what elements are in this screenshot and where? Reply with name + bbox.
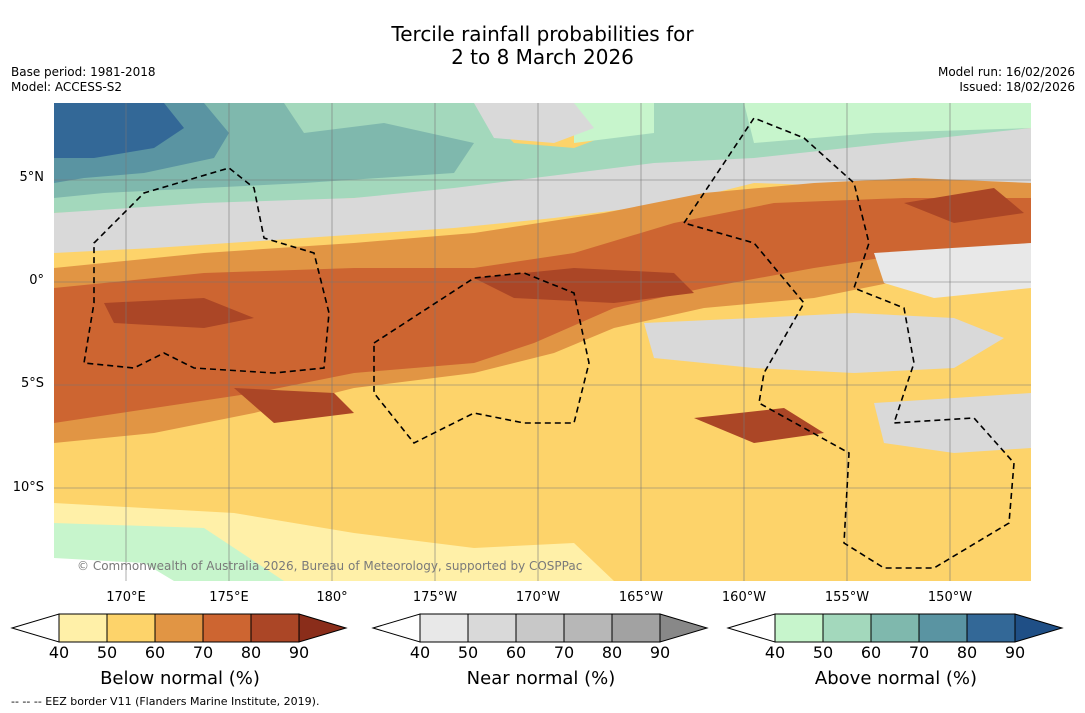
colorbar-near-normal-swatches <box>371 613 709 643</box>
colorbar-below-normal-tick-70: 70 <box>192 643 214 662</box>
near-normal-east-patch <box>644 313 1004 373</box>
lon-label-170w: 170°W <box>515 590 561 605</box>
meta-left: Base period: 1981-2018 Model: ACCESS-S2 <box>11 65 156 95</box>
colorbar-above-normal-min-cap <box>726 613 776 643</box>
graticule <box>54 103 1031 581</box>
colorbar-near-normal-cell-60 <box>515 613 565 643</box>
colorbar-above-normal: 40 50 60 70 80 90 Above normal (%) <box>726 612 1066 692</box>
colorbar-below-normal-label: Below normal (%) <box>100 668 260 689</box>
colorbar-below-normal-tick-60: 60 <box>144 643 166 662</box>
colorbar-below-normal-cell-80 <box>250 613 300 643</box>
lon-label-170e: 170°E <box>106 590 146 605</box>
colorbar-near-normal-tick-40: 40 <box>409 643 431 662</box>
colorbar-above-normal-cell-80 <box>966 613 1016 643</box>
lat-label-5n: 5°N <box>19 170 45 185</box>
colorbar-below-normal-max-cap <box>298 613 348 643</box>
colorbar-below-normal-cell-40 <box>58 613 108 643</box>
below-normal-80-patch-5 <box>694 408 824 443</box>
colorbar-near-normal-tick-60: 60 <box>505 643 527 662</box>
colorbar-above-normal-cell-50 <box>822 613 872 643</box>
colorbar-above-normal-tick-40: 40 <box>764 643 786 662</box>
lon-label-165w: 165°W <box>618 590 664 605</box>
colorbar-below-normal-swatches <box>10 613 348 643</box>
colorbar-above-normal-max-cap <box>1014 613 1064 643</box>
colorbar-above-normal-tick-90: 90 <box>1004 643 1026 662</box>
base-period-text: Base period: 1981-2018 <box>11 65 156 79</box>
colorbar-above-normal-label: Above normal (%) <box>814 668 978 689</box>
colorbar-above-normal-tick-60: 60 <box>860 643 882 662</box>
below-normal-70-band <box>54 198 1031 423</box>
colorbar-near-normal-label: Near normal (%) <box>466 668 616 689</box>
near-normal-north-band <box>54 128 1031 253</box>
colorbar-below-normal-min-cap <box>10 613 60 643</box>
colorbar-near-normal-tick-50: 50 <box>457 643 479 662</box>
lat-label-10s: 10°S <box>12 480 44 495</box>
colorbar-above-normal-swatches <box>726 613 1064 643</box>
near-normal-east-strip <box>874 243 1031 298</box>
below-normal-80-patch-4 <box>234 388 354 423</box>
colorbar-below-normal-tick-50: 50 <box>96 643 118 662</box>
colorbar-near-normal-cell-40 <box>419 613 469 643</box>
colorbar-near-normal-tick-80: 80 <box>601 643 623 662</box>
colorbar-near-normal-cell-70 <box>563 613 613 643</box>
above-normal-north-90 <box>54 103 184 158</box>
lat-label-0: 0° <box>29 273 44 288</box>
colorbar-near-normal: 40 50 60 70 80 90 Near normal (%) <box>371 612 711 692</box>
lon-label-175w: 175°W <box>412 590 458 605</box>
below-normal-80-patch-3 <box>904 188 1024 223</box>
colorbar-near-normal-tick-70: 70 <box>553 643 575 662</box>
colorbar-near-normal-tick-90: 90 <box>649 643 671 662</box>
eez-footnote: -- -- -- EEZ border V11 (Flanders Marine… <box>11 695 320 708</box>
map-title-line-2: 2 to 8 March 2026 <box>451 45 634 69</box>
above-normal-ne <box>744 103 1031 143</box>
copyright-text: © Commonwealth of Australia 2026, Bureau… <box>77 559 583 573</box>
lat-label-5s: 5°S <box>20 376 44 391</box>
colorbar-above-normal-tick-50: 50 <box>812 643 834 662</box>
lon-label-160w: 160°W <box>721 590 767 605</box>
colorbar-below-normal-tick-40: 40 <box>48 643 70 662</box>
colorbar-near-normal-cell-50 <box>467 613 517 643</box>
colorbar-above-normal-cell-70 <box>918 613 968 643</box>
above-normal-north-50 <box>574 103 654 143</box>
colorbar-below-normal-cell-60 <box>154 613 204 643</box>
lon-label-150w: 150°W <box>927 590 973 605</box>
lon-label-180: 180° <box>316 590 348 605</box>
below-normal-80-patch-2 <box>474 268 694 303</box>
colorbar-above-normal-cell-40 <box>774 613 824 643</box>
colorbar-below-normal-tick-90: 90 <box>288 643 310 662</box>
near-normal-north-patch <box>474 103 594 143</box>
rainfall-probability-map <box>54 103 1031 581</box>
model-run-text: Model run: 16/02/2026 <box>937 65 1075 79</box>
colorbar-below-normal-tick-80: 80 <box>240 643 262 662</box>
colorbar-near-normal-max-cap <box>659 613 709 643</box>
no-signal-sw <box>54 558 174 581</box>
near-normal-se-patch <box>874 393 1031 453</box>
map-title-line-1: Tercile rainfall probabilities for <box>391 22 694 46</box>
lon-label-175e: 175°E <box>209 590 249 605</box>
lon-label-155w: 155°W <box>824 590 870 605</box>
colorbar-above-normal-cell-60 <box>870 613 920 643</box>
below-normal-80-patch-1 <box>104 298 254 328</box>
eez-borders <box>83 117 1015 569</box>
issued-text: Issued: 18/02/2026 <box>959 80 1075 94</box>
model-text: Model: ACCESS-S2 <box>11 80 123 94</box>
colorbar-near-normal-min-cap <box>371 613 421 643</box>
colorbar-below-normal: 40 50 60 70 80 90 Below normal (%) <box>10 612 350 692</box>
colorbar-above-normal-tick-80: 80 <box>956 643 978 662</box>
colorbar-above-normal-tick-70: 70 <box>908 643 930 662</box>
colorbar-below-normal-cell-50 <box>106 613 156 643</box>
colorbar-below-normal-cell-70 <box>202 613 252 643</box>
meta-right: Model run: 16/02/2026 Issued: 18/02/2026 <box>938 65 1075 95</box>
colorbar-near-normal-cell-80 <box>611 613 661 643</box>
